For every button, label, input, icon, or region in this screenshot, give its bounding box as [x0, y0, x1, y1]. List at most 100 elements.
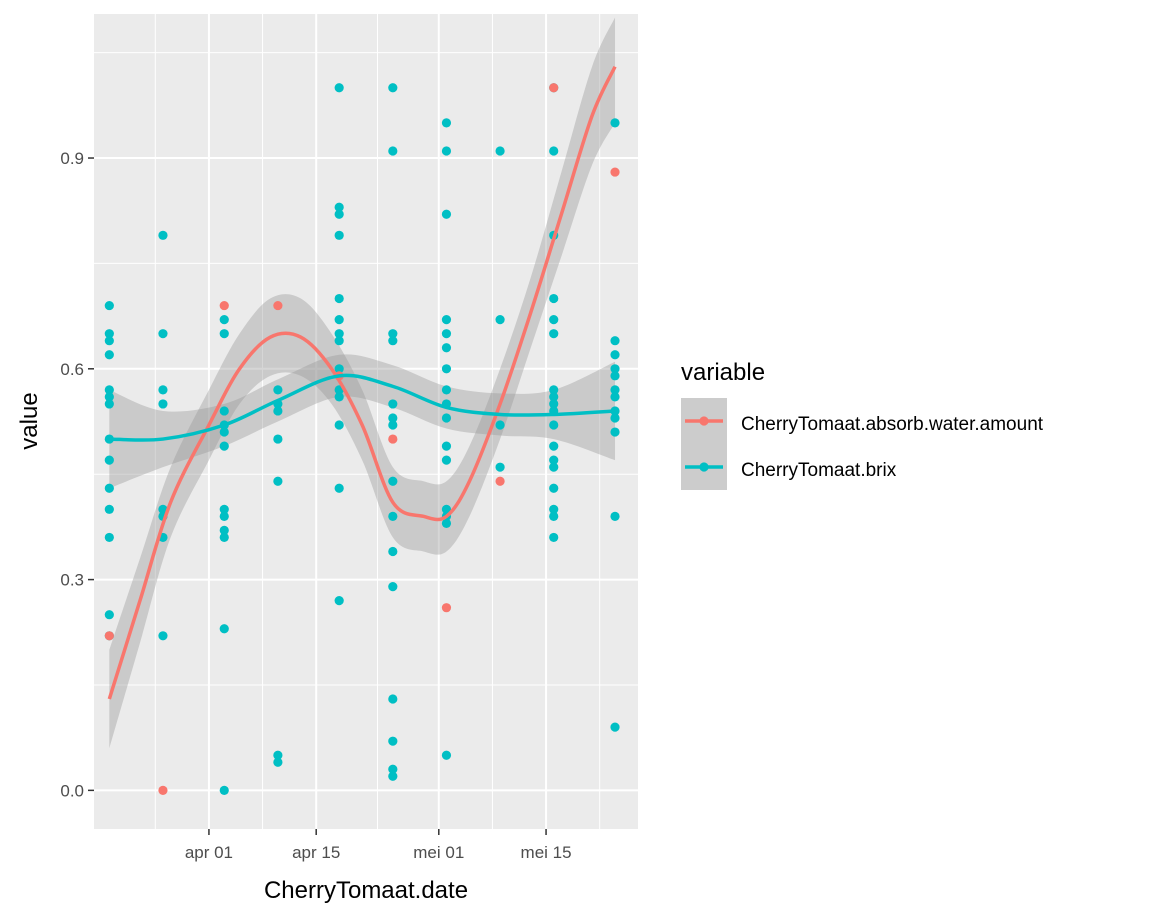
data-point-series-1: [104, 483, 114, 493]
legend-label-absorb: CherryTomaat.absorb.water.amount: [741, 414, 1044, 435]
data-point-series-1: [549, 420, 559, 430]
data-point-series-1: [273, 434, 283, 444]
data-point-series-1: [549, 385, 559, 395]
data-point-series-1: [388, 420, 398, 430]
data-point-series-1: [219, 504, 229, 514]
data-point-series-1: [334, 230, 344, 240]
data-point-series-1: [441, 315, 452, 325]
data-point-series-0: [495, 476, 505, 486]
data-point-series-1: [441, 441, 452, 451]
legend-title: variable: [681, 359, 765, 386]
smooth-line-series-1: [109, 373, 616, 442]
data-point-series-1: [388, 329, 398, 339]
data-point-series-1: [219, 427, 229, 437]
data-point-series-1: [549, 441, 559, 451]
data-point-series-1: [219, 624, 229, 634]
data-point-series-1: [219, 441, 229, 451]
data-point-series-1: [441, 413, 452, 423]
data-point-series-1: [495, 462, 505, 472]
data-point-series-0: [441, 603, 452, 613]
data-point-series-1: [158, 631, 168, 641]
data-point-series-1: [441, 329, 452, 339]
data-point-series-1: [219, 525, 229, 536]
x-tick-label: apr 01: [185, 843, 233, 862]
legend-label-brix: CherryTomaat.brix: [741, 460, 897, 481]
legend-keys: [681, 398, 727, 490]
data-point-series-1: [334, 392, 344, 402]
data-point-series-1: [549, 504, 559, 514]
data-point-series-1: [610, 371, 620, 381]
data-point-series-1: [549, 392, 559, 402]
data-point-series-1: [104, 610, 114, 620]
data-point-series-1: [104, 350, 114, 360]
legend-key-point-1: [699, 462, 709, 472]
data-point-series-1: [549, 483, 559, 493]
data-point-series-1: [549, 532, 559, 543]
data-point-series-0: [388, 434, 398, 444]
data-point-series-1: [388, 764, 398, 774]
data-point-series-1: [388, 771, 398, 781]
data-point-series-1: [104, 385, 114, 395]
data-point-series-1: [104, 455, 114, 465]
x-tick-label: mei 01: [413, 843, 464, 862]
data-point-series-1: [158, 230, 168, 240]
y-tick-label: 0.3: [60, 571, 84, 590]
x-axis-title: CherryTomaat.date: [264, 877, 468, 904]
data-point-series-1: [610, 118, 620, 128]
data-point-series-1: [610, 392, 620, 402]
smooth-line-series-0: [107, 65, 617, 700]
data-point-series-1: [273, 406, 283, 416]
data-point-series-1: [441, 118, 452, 128]
data-point-series-1: [610, 511, 620, 521]
data-point-series-1: [441, 750, 452, 760]
data-point-series-1: [158, 399, 168, 409]
x-tick-label: mei 15: [521, 843, 572, 862]
data-point-series-1: [334, 329, 344, 339]
data-point-series-1: [219, 406, 229, 416]
data-point-series-1: [104, 300, 114, 311]
data-point-series-1: [219, 785, 229, 795]
data-point-series-1: [219, 315, 229, 325]
data-point-series-1: [441, 504, 452, 514]
axis-ticks: [88, 157, 547, 835]
data-point-series-1: [610, 336, 620, 346]
data-point-series-1: [334, 483, 344, 493]
data-point-series-1: [219, 511, 229, 521]
data-point-series-0: [104, 631, 114, 641]
data-point-series-0: [273, 300, 283, 311]
plot-panel: [94, 14, 638, 829]
data-point-series-0: [610, 167, 620, 177]
data-point-series-1: [441, 364, 452, 374]
y-tick-label: 0.6: [60, 360, 84, 379]
data-point-series-1: [158, 329, 168, 339]
data-point-series-1: [549, 329, 559, 339]
data-point-series-1: [610, 350, 620, 360]
data-point-series-1: [104, 392, 114, 402]
data-point-series-1: [495, 146, 505, 156]
data-point-series-1: [388, 336, 398, 346]
data-point-series-1: [441, 518, 452, 528]
data-point-series-1: [441, 343, 452, 353]
data-point-series-1: [388, 736, 398, 746]
data-point-series-1: [388, 399, 398, 409]
data-point-series-1: [334, 83, 344, 93]
data-point-series-1: [334, 202, 344, 212]
data-point-series-1: [273, 476, 283, 486]
data-point-series-1: [273, 385, 283, 395]
data-point-series-0: [549, 83, 559, 93]
data-point-series-1: [610, 385, 620, 395]
data-point-series-1: [549, 146, 559, 156]
y-tick-label: 0.9: [60, 149, 84, 168]
data-point-series-1: [104, 399, 114, 409]
legend: variable CherryTomaat.absorb.water.amoun…: [681, 359, 1044, 490]
data-point-series-1: [388, 694, 398, 704]
tick-labels: 0.0 0.3 0.6 0.9 apr 01 apr 15 mei 01 mei 15: [60, 149, 571, 862]
smooth-lines: [107, 65, 617, 700]
data-point-series-1: [549, 399, 559, 409]
data-point-series-1: [610, 413, 620, 423]
data-point-series-1: [549, 511, 559, 521]
data-point-series-1: [549, 315, 559, 325]
data-point-series-1: [388, 83, 398, 93]
data-point-series-1: [273, 750, 283, 760]
